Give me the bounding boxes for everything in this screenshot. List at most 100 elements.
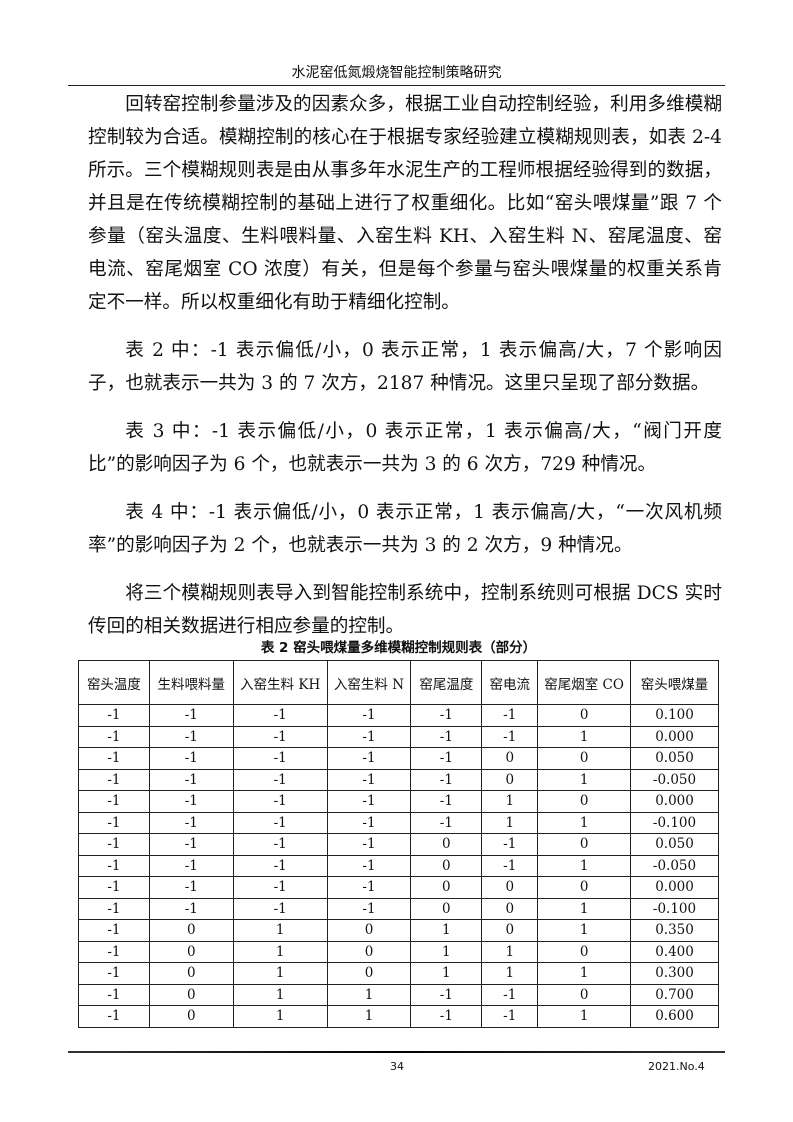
table-cell: -1: [232, 876, 328, 899]
table-cell: 1: [481, 962, 539, 985]
table-cell: -1: [148, 897, 234, 920]
paragraph: 表 4 中：-1 表示偏低/小，0 表示正常，1 表示偏高/大，“一次风机频率”…: [88, 502, 722, 556]
table-cell: 0: [537, 876, 632, 899]
table-cell: 0.000: [630, 725, 719, 748]
table-row: -1 -1 -1 -1 -1 1 1 -0.100: [78, 811, 719, 834]
rule-table: 窑头温度 生料喂料量 入窑生料 KH 入窑生料 N 窑尾温度 窑电流 窑尾烟室 CO 窑头喂煤…: [78, 660, 719, 1028]
table-cell: -1: [78, 897, 150, 920]
table-cell: 1: [537, 768, 632, 791]
table-row: -1 -1 -1 -1 -1 1 0 0.000: [78, 790, 719, 813]
table-cell: 1: [537, 725, 632, 748]
table-cell: -0.050: [630, 854, 719, 877]
table-cell: -1: [78, 790, 150, 813]
table-cell: 0: [537, 940, 632, 963]
table-cell: 0: [481, 747, 539, 770]
column-header: 窑尾烟室 CO: [537, 660, 632, 705]
table-cell: 1: [410, 962, 483, 985]
table-cell: -1: [78, 1005, 150, 1028]
table-cell: 0: [148, 940, 234, 963]
table-cell: 0.050: [630, 747, 719, 770]
table-cell: 0: [537, 747, 632, 770]
column-header: 窑头喂煤量: [630, 660, 719, 705]
column-header: 入窑生料 KH: [232, 660, 328, 705]
table-cell: -1: [78, 962, 150, 985]
table-cell: -1: [481, 725, 539, 748]
table-cell: 1: [410, 919, 483, 942]
column-header: 窑尾温度: [410, 660, 483, 705]
table-cell: -1: [148, 811, 234, 834]
table-row: -1 -1 -1 -1 -1 0 0 0.050: [78, 747, 719, 770]
running-title: 水泥窑低氮煅烧智能控制策略研究: [291, 65, 502, 81]
table-cell: -1: [326, 725, 412, 748]
header-rule: [68, 85, 725, 86]
table-cell: -1: [326, 876, 412, 899]
table-cell: -1: [78, 725, 150, 748]
table-cell: -1: [410, 704, 483, 727]
column-header: 入窑生料 N: [326, 660, 412, 705]
table-cell: 1: [537, 897, 632, 920]
paragraph: 表 3 中：-1 表示偏低/小，0 表示正常，1 表示偏高/大，“阀门开度比”的…: [88, 421, 722, 475]
table-cell: 0: [148, 983, 234, 1006]
table-row: -1 -1 -1 -1 0 0 0 0.000: [78, 876, 719, 899]
table-cell: -1: [148, 768, 234, 791]
table-cell: -1: [326, 897, 412, 920]
table-cell: 0: [481, 768, 539, 791]
table-cell: 0: [537, 790, 632, 813]
footer-rule: [68, 1051, 725, 1053]
table-cell: 1: [410, 940, 483, 963]
table-cell: 1: [326, 1005, 412, 1028]
table-row: -1 -1 -1 -1 -1 0 1 -0.050: [78, 768, 719, 791]
table-cell: 0.000: [630, 876, 719, 899]
table-cell: -1: [410, 790, 483, 813]
table-cell: 0.050: [630, 833, 719, 856]
table-cell: 1: [232, 983, 328, 1006]
table-cell: 1: [232, 940, 328, 963]
table-cell: -1: [481, 704, 539, 727]
table-cell: -1: [232, 811, 328, 834]
table-cell: -1: [78, 876, 150, 899]
table-cell: 0: [326, 940, 412, 963]
table-cell: -1: [481, 1005, 539, 1028]
table-cell: -1: [232, 747, 328, 770]
table-cell: 1: [232, 962, 328, 985]
column-header: 窑头温度: [78, 660, 150, 705]
paragraph: 将三个模糊规则表导入到智能控制系统中，控制系统则可根据 DCS 实时传回的相关数…: [88, 583, 722, 637]
table-cell: -1: [410, 1005, 483, 1028]
table-cell: -1: [232, 897, 328, 920]
table-cell: -1: [78, 940, 150, 963]
table-cell: -1: [326, 811, 412, 834]
table-cell: 1: [481, 790, 539, 813]
table-cell: 0: [410, 876, 483, 899]
table-cell: -1: [148, 876, 234, 899]
table-cell: -1: [148, 747, 234, 770]
table-row: -1 -1 -1 -1 -1 -1 0 0.100: [78, 704, 719, 727]
table-cell: -1: [326, 768, 412, 791]
table-row: -1 0 1 1 -1 -1 0 0.700: [78, 983, 719, 1006]
table-cell: -1: [148, 833, 234, 856]
table-cell: -1: [326, 790, 412, 813]
table-row: -1 -1 -1 -1 0 -1 1 -0.050: [78, 854, 719, 877]
table-cell: 0: [481, 897, 539, 920]
table-cell: -1: [232, 854, 328, 877]
table-cell: -0.100: [630, 811, 719, 834]
table-cell: 1: [537, 1005, 632, 1028]
table-cell: 0.300: [630, 962, 719, 985]
table-cell: 0.700: [630, 983, 719, 1006]
paragraph: 表 2 中：-1 表示偏低/小，0 表示正常，1 表示偏高/大，7 个影响因子，…: [88, 340, 722, 394]
table-row: -1 0 1 0 1 0 1 0.350: [78, 919, 719, 942]
table-cell: -1: [326, 854, 412, 877]
table-cell: -1: [410, 747, 483, 770]
table-caption: 表 2 窑头喂煤量多维模糊控制规则表（部分）: [260, 640, 537, 656]
table-cell: 0.100: [630, 704, 719, 727]
table-cell: -1: [78, 704, 150, 727]
table-cell: 1: [481, 940, 539, 963]
table-cell: -1: [78, 811, 150, 834]
table-cell: -1: [232, 725, 328, 748]
table-cell: -1: [481, 833, 539, 856]
table-cell: -1: [410, 768, 483, 791]
table-row: -1 -1 -1 -1 -1 -1 1 0.000: [78, 725, 719, 748]
table-cell: 0.000: [630, 790, 719, 813]
table-cell: 0: [410, 854, 483, 877]
table-cell: -1: [78, 833, 150, 856]
table-cell: 1: [326, 983, 412, 1006]
